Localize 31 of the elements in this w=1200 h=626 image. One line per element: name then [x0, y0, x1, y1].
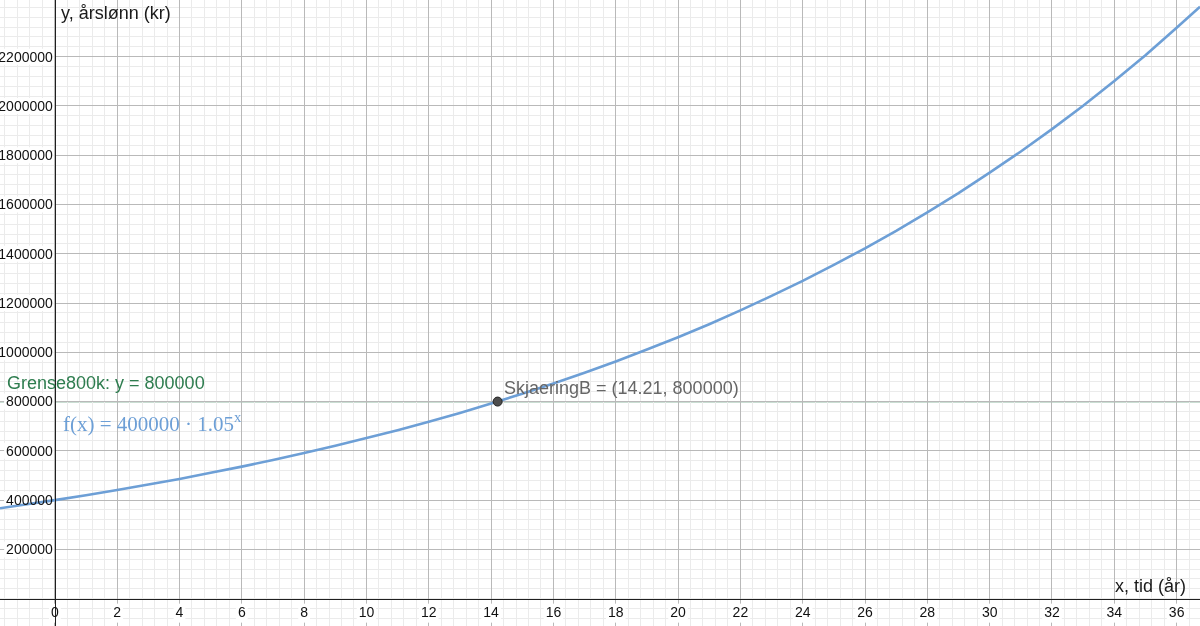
y-tick-label: 1400000 — [0, 245, 54, 262]
x-tick-label: 10 — [358, 603, 375, 620]
y-tick-label: 1000000 — [0, 344, 54, 361]
series-label: f(x) = 400000 · 1.05$^{x}$ — [63, 409, 243, 436]
line-series — [0, 5, 1200, 510]
x-tick-label: 34 — [1106, 603, 1123, 620]
y-tick-label: 800000 — [6, 393, 54, 410]
x-tick-label: 16 — [545, 603, 562, 620]
x-tick-label: 20 — [670, 603, 687, 620]
x-tick-label: 22 — [732, 603, 749, 620]
x-tick-label: 30 — [981, 603, 998, 620]
x-tick-label: 32 — [1044, 603, 1060, 620]
x-tick-label: 24 — [794, 603, 811, 620]
y-tick-label: 600000 — [6, 442, 54, 459]
x-tick-label: 36 — [1168, 603, 1185, 620]
y-tick-label: 1600000 — [0, 196, 54, 213]
y-tick-label: 200000 — [6, 541, 54, 558]
x-axis-title: x, tid (år) — [1115, 576, 1187, 596]
x-tick-label: 6 — [237, 603, 246, 620]
x-tick-label: 18 — [607, 603, 624, 620]
y-tick-label: 1200000 — [0, 294, 54, 311]
y-tick-label: 1800000 — [0, 147, 54, 164]
x-tick-label: 28 — [919, 603, 936, 620]
x-tick-label: 26 — [857, 603, 874, 620]
x-tick-label: 8 — [300, 603, 309, 620]
y-axis-title: y, årslønn (kr) — [61, 3, 171, 23]
x-tick-label: 12 — [420, 603, 437, 620]
x-tick-label: 2 — [113, 603, 122, 620]
y-tick-label: 400000 — [6, 492, 54, 509]
x-tick-label: 4 — [175, 603, 184, 620]
x-tick-label: 14 — [483, 603, 500, 620]
